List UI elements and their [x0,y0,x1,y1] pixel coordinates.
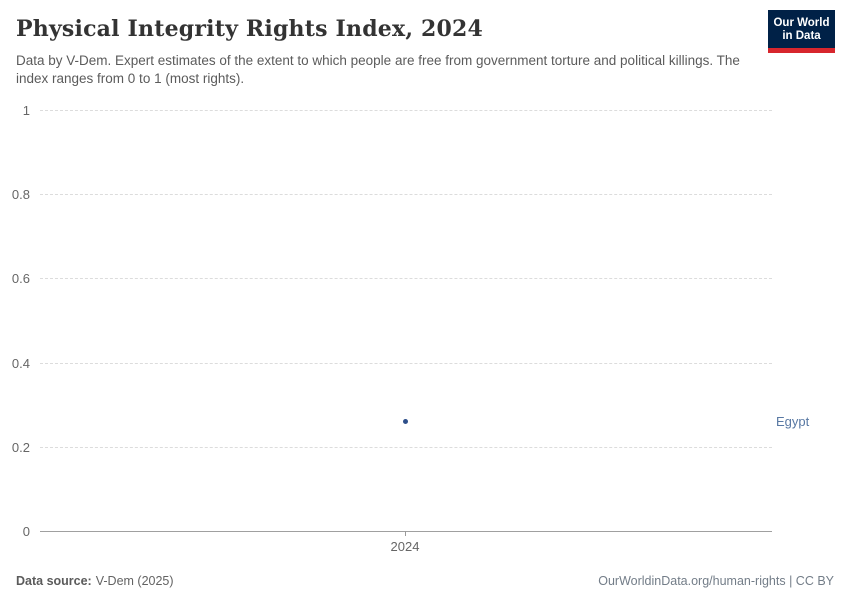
y-tick-label: 0.2 [11,440,30,455]
y-tick-label: 1 [22,103,30,118]
x-tick-label: 2024 [390,539,420,554]
y-tick-label: 0.8 [11,187,30,202]
x-axis-tick [405,531,406,536]
gridline [40,194,772,195]
y-tick-label: 0.6 [11,271,30,286]
attribution-link[interactable]: OurWorldinData.org/human-rights | CC BY [598,574,834,588]
footer: Data source: V-Dem (2025) OurWorldinData.… [0,562,850,600]
page-title: Physical Integrity Rights Index, 2024 [16,16,484,42]
gridline [40,278,772,279]
source-value: V-Dem (2025) [95,574,174,588]
y-tick-label: 0.4 [11,356,30,371]
logo-text-line2: in Data [782,29,821,42]
footer-source: Data source: V-Dem (2025) [16,574,174,588]
entity-label[interactable]: Egypt [776,413,810,429]
x-axis-line [40,531,772,532]
gridline [40,110,772,111]
source-label: Data source: [16,574,92,588]
gridline [40,447,772,448]
y-tick-label: 0 [22,524,30,539]
plot-area: 1 0.8 0.6 0.4 0.2 0 2024 Egypt [11,103,810,554]
owid-logo[interactable]: Our World in Data [768,10,835,53]
chart-subtitle: Data by V-Dem. Expert estimates of the e… [16,53,740,87]
data-point[interactable] [402,419,408,425]
logo-red-bar [768,48,835,53]
gridline [40,363,772,364]
logo-text-line1: Our World [773,16,830,29]
